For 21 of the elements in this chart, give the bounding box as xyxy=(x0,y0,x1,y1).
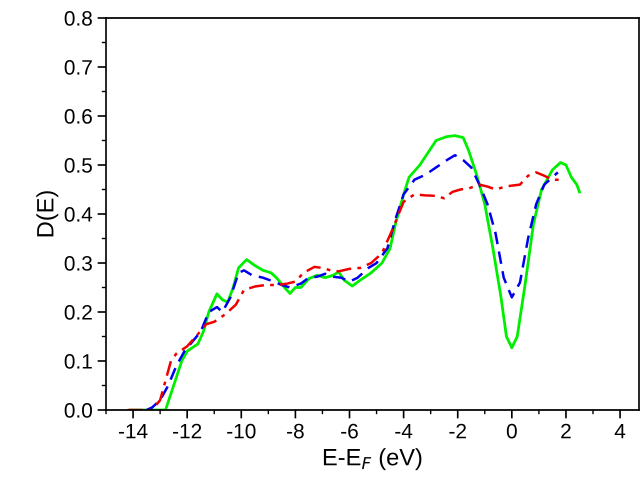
x-tick-label: -6 xyxy=(341,424,358,438)
y-tick-label: 0.0 xyxy=(64,403,92,418)
x-tick-label: 4 xyxy=(614,424,626,438)
x-axis-title: E-E$_{F}$ (eV) xyxy=(324,448,422,470)
y-tick-label: 0.5 xyxy=(64,158,92,173)
y-tick-label: 0.8 xyxy=(64,11,92,26)
y-tick-label: 0.6 xyxy=(64,109,92,124)
x-tick-label: -14 xyxy=(118,424,148,438)
y-tick-label: 0.4 xyxy=(64,207,92,222)
x-tick-label: -2 xyxy=(449,424,466,438)
y-tick-label: 0.1 xyxy=(64,354,92,369)
x-tick-label: -12 xyxy=(173,424,202,438)
x-tick-label: 2 xyxy=(561,424,571,438)
y-tick-label: 0.7 xyxy=(64,60,92,75)
x-tick-label: 0 xyxy=(506,424,517,438)
x-tick-label: -4 xyxy=(395,424,412,438)
x-tick-label: -8 xyxy=(287,424,304,438)
y-axis-title: D(E) xyxy=(36,191,58,236)
x-tick-label: -10 xyxy=(227,424,256,438)
y-tick-label: 0.3 xyxy=(64,256,92,271)
y-tick-label: 0.2 xyxy=(64,305,92,320)
